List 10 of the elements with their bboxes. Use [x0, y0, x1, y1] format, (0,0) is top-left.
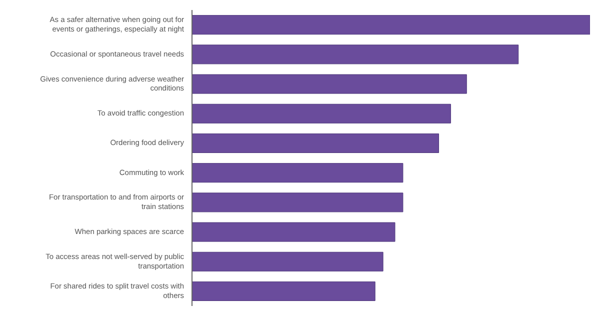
bar — [192, 192, 404, 212]
bar — [192, 163, 404, 183]
bar — [192, 74, 467, 94]
bar — [192, 133, 440, 153]
bar — [192, 104, 451, 124]
bar — [192, 252, 384, 272]
bar — [192, 44, 519, 64]
bar — [192, 222, 396, 242]
bar — [192, 281, 376, 301]
bar — [192, 15, 590, 35]
